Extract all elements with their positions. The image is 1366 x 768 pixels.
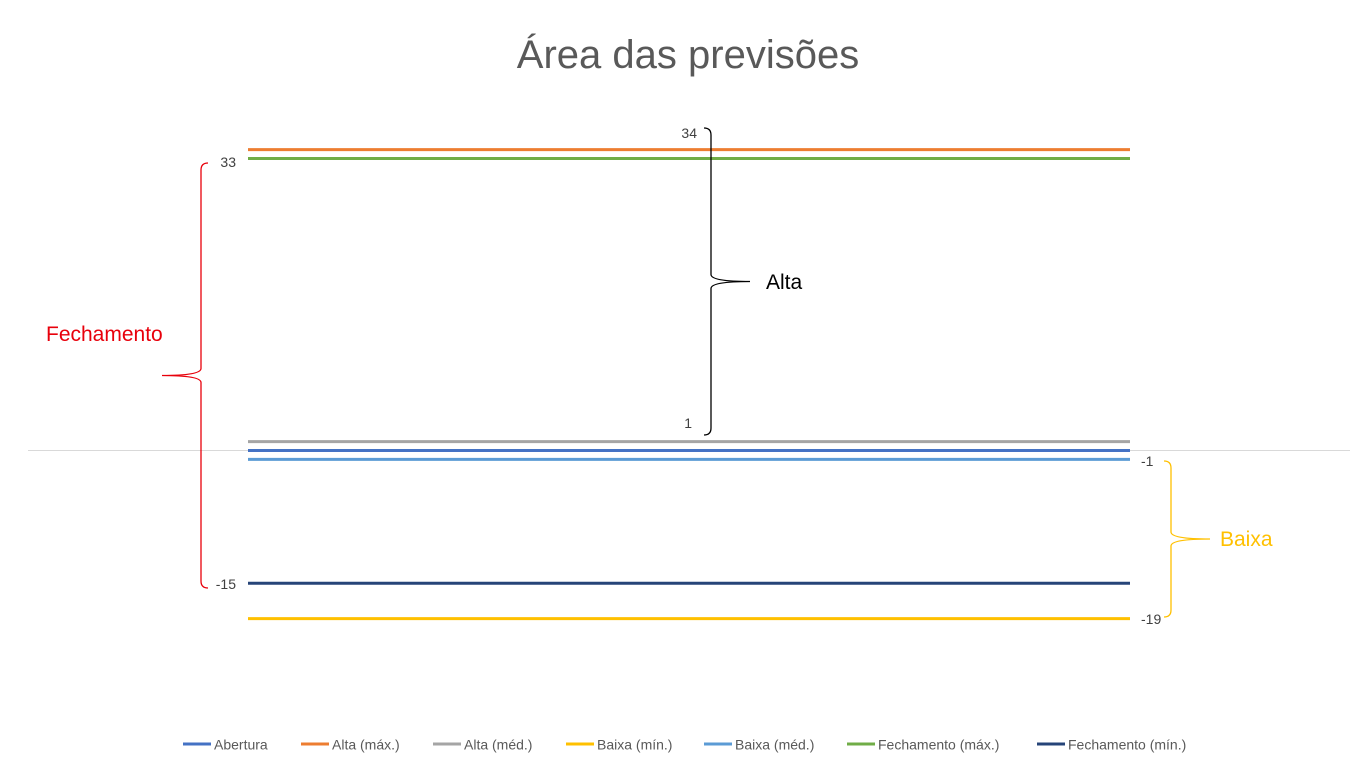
fechamento-bottom-label: -15: [216, 576, 236, 592]
baixa-bottom-label: -19: [1141, 611, 1161, 627]
brace: [703, 127, 751, 436]
plot-area: [28, 148, 1350, 621]
baixa-top-label: -1: [1141, 453, 1154, 469]
legend: Abertura Alta (máx.) Alta (méd.) Baixa (mín…: [183, 737, 1186, 753]
legend-item-label: Fechamento (máx.): [878, 737, 999, 753]
legend-item-label: Alta (máx.): [332, 737, 400, 753]
alta-top-label: 34: [681, 125, 697, 141]
baixa-label: Baixa: [1220, 528, 1273, 551]
alta-label: Alta: [766, 271, 803, 294]
annotations: 34 1 Alta 33 -15 Fechamento -1 -19 Baixa: [46, 125, 1273, 627]
legend-item-label: Fechamento (mín.): [1068, 737, 1186, 753]
legend-item-label: Baixa (méd.): [735, 737, 814, 753]
legend-item-label: Alta (méd.): [464, 737, 532, 753]
chart-title: Área das previsões: [517, 32, 859, 77]
fechamento-top-label: 33: [220, 154, 236, 170]
legend-item-label: Baixa (mín.): [597, 737, 672, 753]
brace: [1163, 460, 1211, 618]
brace: [161, 162, 209, 589]
fechamento-label: Fechamento: [46, 323, 163, 346]
alta-bottom-label: 1: [684, 415, 692, 431]
legend-item-label: Abertura: [214, 737, 268, 753]
